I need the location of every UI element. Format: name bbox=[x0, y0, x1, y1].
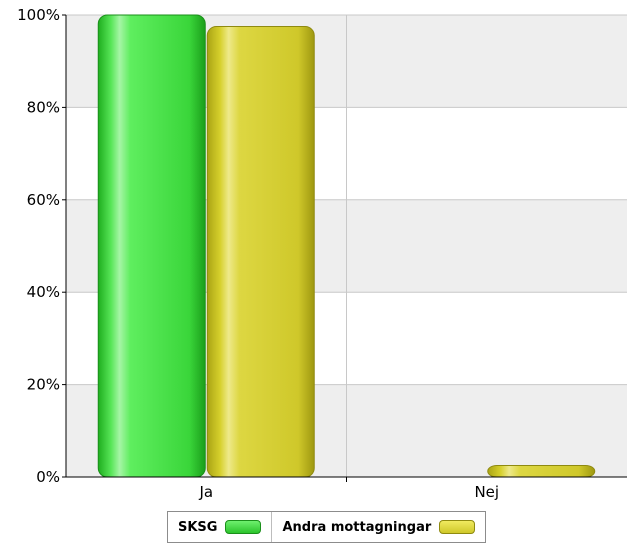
x-category-labels: Ja Nej bbox=[198, 483, 499, 501]
y-tick-label: 40% bbox=[27, 283, 60, 301]
y-tick-label: 0% bbox=[36, 468, 60, 486]
legend-entry-sksg: SKSG bbox=[168, 512, 271, 542]
y-tick-label: 60% bbox=[27, 191, 60, 209]
y-tick-label: 20% bbox=[27, 376, 60, 394]
y-tick-label: 80% bbox=[27, 98, 60, 116]
x-category-label: Ja bbox=[198, 483, 213, 501]
legend-label-sksg: SKSG bbox=[178, 519, 218, 535]
y-tick-labels: 0% 20% 40% 60% 80% 100% bbox=[17, 6, 60, 486]
bar-andra-mottagningar-ja bbox=[206, 26, 315, 478]
axes bbox=[62, 14, 627, 482]
y-tick-label: 100% bbox=[17, 6, 60, 24]
legend-label-andra-mottagningar: Andra mottagningar bbox=[282, 519, 432, 535]
bars bbox=[97, 14, 596, 478]
x-category-label: Nej bbox=[474, 483, 499, 501]
bar-andra-mottagningar-nej bbox=[487, 464, 596, 478]
legend-entry-andra-mottagningar: Andra mottagningar bbox=[271, 512, 485, 542]
legend-swatch-andra-mottagningar bbox=[439, 520, 476, 534]
legend: SKSG Andra mottagningar bbox=[167, 511, 487, 543]
legend-swatch-sksg bbox=[225, 520, 262, 534]
bar-sksg-ja bbox=[97, 14, 206, 478]
bar-chart: 0% 20% 40% 60% 80% 100% Ja Nej bbox=[17, 6, 627, 501]
